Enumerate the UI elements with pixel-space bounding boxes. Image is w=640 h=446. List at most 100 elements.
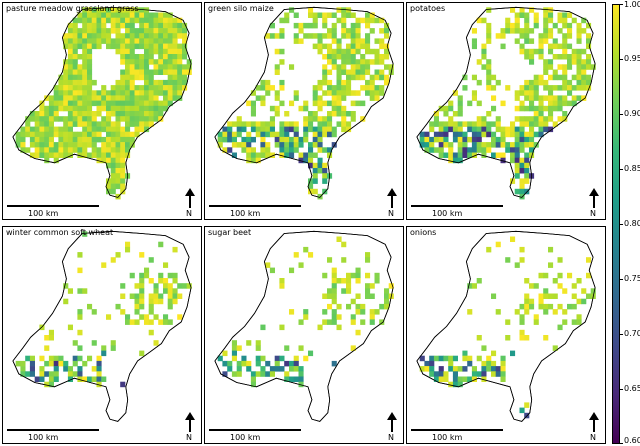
raster-cell: [567, 303, 573, 310]
raster-cell: [529, 90, 535, 96]
raster-cell: [67, 90, 73, 96]
raster-cell: [39, 355, 45, 362]
raster-cell: [350, 74, 356, 81]
raster-cell: [346, 54, 352, 60]
raster-cell: [336, 79, 342, 86]
raster-cell: [125, 131, 131, 138]
raster-cell: [144, 85, 150, 91]
raster-cell: [63, 38, 69, 44]
raster-cell: [505, 142, 511, 148]
raster-cell: [163, 22, 169, 29]
raster-cell: [374, 17, 380, 24]
scale-bar: [411, 205, 503, 207]
raster-cell: [524, 17, 530, 24]
raster-cell: [322, 178, 328, 184]
raster-cell: [106, 178, 112, 184]
raster-cell: [327, 28, 333, 34]
raster-cell: [284, 126, 290, 133]
raster-cell: [529, 7, 535, 13]
raster-cell: [308, 162, 314, 169]
raster-cell: [557, 28, 563, 34]
raster-cell: [543, 309, 549, 315]
raster-cell: [312, 111, 318, 117]
raster-cell: [82, 90, 88, 96]
raster-cell: [576, 48, 582, 55]
raster-cell: [177, 79, 183, 86]
raster-cell: [279, 17, 285, 24]
raster-cell: [317, 168, 323, 174]
raster-cell: [317, 136, 323, 143]
raster-cell: [519, 335, 525, 341]
raster-cell: [576, 28, 582, 34]
raster-cell: [500, 33, 506, 39]
raster-cell: [350, 90, 356, 96]
raster-cell: [115, 152, 121, 158]
raster-cell: [331, 298, 337, 305]
raster-cell: [101, 28, 107, 34]
raster-cell: [374, 85, 380, 91]
raster-cell: [96, 111, 102, 117]
raster-cell: [167, 54, 173, 60]
raster-cell: [293, 38, 299, 44]
raster-cell: [476, 131, 482, 138]
raster-cell: [139, 314, 145, 320]
raster-cell: [331, 85, 337, 91]
raster-cell: [82, 17, 88, 24]
raster-cell: [289, 7, 295, 13]
raster-cell: [289, 360, 295, 367]
raster-cell: [350, 64, 356, 70]
raster-cell: [231, 131, 237, 138]
country-map: [12, 6, 192, 200]
raster-cell: [63, 126, 69, 133]
raster-cell: [557, 324, 563, 331]
raster-cell: [486, 366, 492, 372]
raster-cell: [433, 376, 439, 382]
north-arrow: N: [588, 412, 600, 442]
raster-cell: [110, 12, 116, 18]
raster-cell: [25, 147, 31, 153]
raster-cell: [134, 43, 140, 50]
raster-cell: [101, 376, 107, 382]
raster-cell: [63, 33, 69, 39]
raster-cell: [77, 105, 83, 112]
raster-cell: [576, 79, 582, 86]
raster-cell: [72, 90, 78, 96]
raster-cell: [524, 116, 530, 122]
map-panel: potatoes 100 km N: [406, 2, 606, 220]
raster-cell: [341, 111, 347, 117]
raster-cell: [452, 126, 458, 133]
raster-cell: [158, 293, 164, 299]
raster-cell: [279, 33, 285, 39]
raster-cell: [82, 116, 88, 122]
raster-cell: [495, 116, 501, 122]
raster-cell: [529, 38, 535, 44]
raster-cell: [217, 142, 223, 148]
raster-cell: [548, 95, 554, 101]
raster-cell: [63, 74, 69, 81]
raster-cell: [110, 188, 116, 195]
raster-cell: [303, 355, 309, 362]
raster-cell: [82, 131, 88, 138]
raster-cell: [148, 100, 154, 107]
raster-cell: [106, 7, 112, 13]
raster-cell: [538, 79, 544, 86]
raster-cell: [115, 178, 121, 184]
raster-cell: [163, 90, 169, 96]
raster-cell: [433, 131, 439, 138]
raster-cell: [369, 79, 375, 86]
raster-cell: [322, 12, 328, 18]
raster-cell: [317, 100, 323, 107]
raster-cell: [101, 142, 107, 148]
raster-cell: [452, 136, 458, 143]
raster-cell: [384, 298, 390, 305]
raster-cell: [293, 131, 299, 138]
raster-cell: [82, 126, 88, 133]
country-border: [12, 6, 192, 198]
raster-cell: [115, 303, 121, 310]
raster-cell: [524, 335, 530, 341]
raster-cell: [289, 147, 295, 153]
raster-cell: [571, 100, 577, 107]
raster-cell: [355, 64, 361, 70]
raster-cell: [110, 345, 116, 351]
raster-cell: [284, 376, 290, 382]
